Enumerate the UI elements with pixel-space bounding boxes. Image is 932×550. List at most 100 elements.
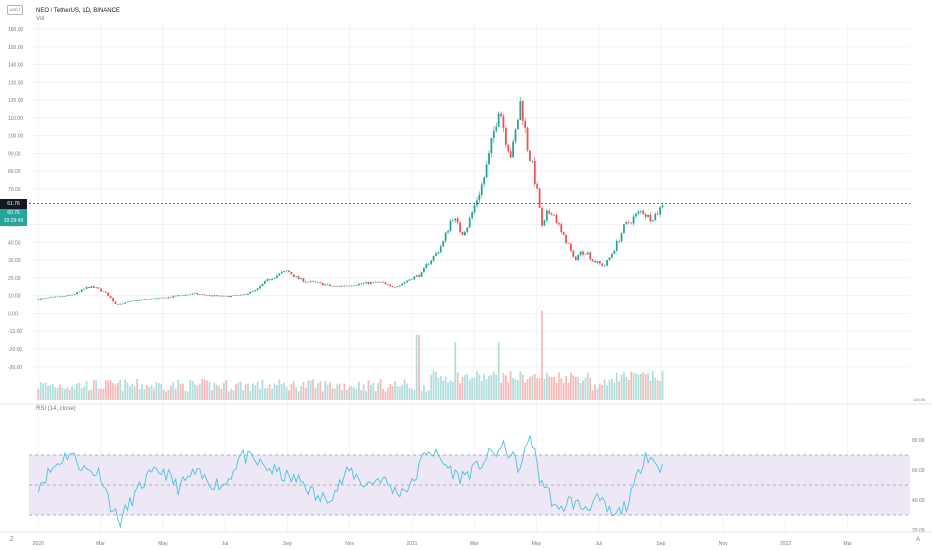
timezone-icon[interactable]: Z (10, 537, 14, 543)
volume-bar (73, 388, 76, 400)
price-candle (574, 256, 577, 261)
price-candle (97, 287, 100, 289)
time-tick-label: May (158, 541, 168, 547)
symbol-badge[interactable]: USDT (7, 5, 23, 15)
price-candle (292, 274, 295, 277)
volume-bar (165, 391, 167, 400)
candle-body (644, 214, 647, 217)
candle-body (372, 281, 375, 283)
volume-bar (492, 371, 495, 400)
last-price-tag: 61.76 (0, 199, 27, 209)
price-pane[interactable] (29, 96, 910, 305)
current-price-tag: 60.76 10:29:49 (0, 209, 27, 226)
volume-bar (391, 386, 394, 400)
price-candle (608, 257, 611, 261)
price-candle (218, 295, 220, 297)
price-candle (61, 295, 64, 297)
rsi-axis[interactable]: 80.00 60.00 40.00 20.00 (912, 438, 925, 534)
candle-body (623, 224, 625, 234)
candle-body (531, 160, 534, 162)
volume-bar (247, 383, 249, 400)
auto-scale-icon[interactable]: A (916, 537, 921, 543)
price-candle (360, 282, 363, 285)
volume-bar (468, 379, 471, 400)
volume-bar (480, 380, 483, 400)
volume-bar (206, 380, 208, 400)
candle-body (570, 243, 572, 251)
candle-body (545, 210, 548, 221)
candle-body (66, 295, 69, 297)
price-tick-label: 130.00 (8, 80, 24, 86)
candle-body (382, 281, 384, 283)
candle-body (47, 297, 49, 299)
price-candle (485, 161, 488, 178)
volume-bar (572, 375, 575, 400)
volume-bar (365, 391, 367, 400)
volume-bar (39, 382, 42, 400)
candle-body (307, 281, 310, 283)
price-candle (468, 215, 471, 228)
volume-bar (343, 383, 346, 400)
volume-bar (350, 385, 353, 400)
volume-bar (649, 380, 652, 400)
volume-bar (138, 389, 141, 400)
volume-bar (37, 388, 40, 400)
candle-body (502, 116, 505, 128)
volume-bar (124, 379, 126, 400)
time-axis[interactable]: 2020 Mar May Jul Sep Nov 2021 Mar May Jul Sep Nov 20… (33, 541, 853, 547)
price-candle (615, 239, 618, 252)
price-tick-label: 20.00 (8, 276, 21, 282)
price-candle (201, 293, 204, 296)
volume-bar (213, 382, 216, 400)
price-axis[interactable]: 160.00 150.00 140.00 130.00 120.00 110.00 100.… (8, 27, 24, 371)
price-candle (517, 118, 519, 130)
candle-body (627, 222, 630, 223)
price-candle (635, 212, 637, 219)
price-candle (488, 150, 490, 165)
price-candle (263, 280, 266, 284)
candle-body (223, 295, 225, 297)
candle-body (476, 200, 478, 206)
price-candle (157, 297, 160, 299)
candle-body (85, 287, 88, 289)
volume-bar (512, 377, 514, 400)
volume-bar (579, 383, 582, 400)
candle-body (49, 297, 52, 298)
candle-body (100, 288, 102, 292)
price-candle (423, 267, 425, 273)
candle-body (374, 281, 377, 283)
price-candle (386, 283, 389, 286)
price-candle (656, 211, 659, 215)
volume-bar (348, 386, 351, 400)
volume-bar (382, 388, 384, 400)
price-candle (307, 281, 310, 283)
price-candle (131, 300, 134, 302)
volume-bar (403, 379, 406, 400)
candle-body (538, 188, 541, 208)
rsi-pane[interactable] (29, 435, 910, 529)
price-candle (548, 208, 551, 215)
volume-bar (153, 388, 155, 400)
candle-body (495, 126, 498, 131)
rsi-scale-label: 100.00 (913, 397, 926, 402)
volume-bar (126, 382, 129, 400)
volume-bar (210, 390, 213, 400)
price-candle (410, 278, 413, 281)
price-candle (413, 276, 416, 280)
candle-body (239, 294, 242, 296)
candle-body (586, 252, 589, 255)
volume-bar (239, 381, 242, 400)
candle-body (562, 232, 565, 235)
price-candle (191, 293, 194, 295)
price-candle (136, 300, 139, 302)
candle-body (620, 233, 623, 242)
price-candle (47, 297, 49, 299)
volume-bar (290, 383, 293, 400)
candle-body (557, 223, 560, 225)
price-candle (430, 259, 433, 266)
volume-bar (517, 380, 519, 400)
volume-bar (225, 379, 228, 400)
candle-body (174, 295, 177, 297)
price-candle (42, 298, 45, 299)
